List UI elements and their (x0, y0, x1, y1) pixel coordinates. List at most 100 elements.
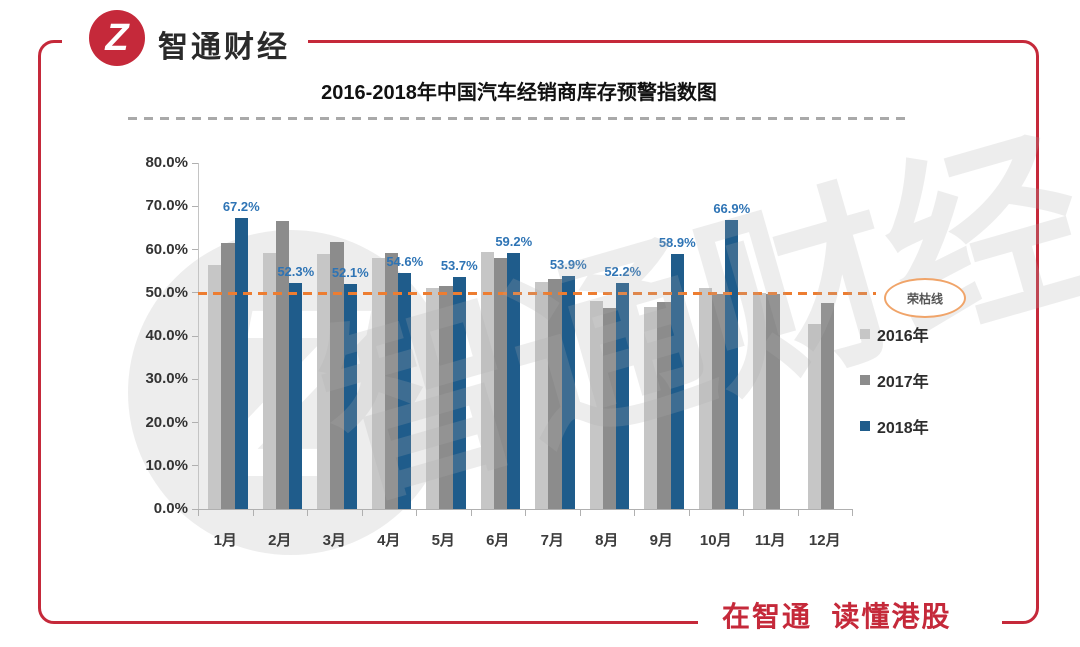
x-axis-category-label: 11月 (754, 532, 786, 549)
legend-swatch-2016 (860, 329, 870, 339)
x-axis-tick (634, 510, 635, 516)
chart-legend: 2016年 2017年 2018年 (860, 322, 929, 460)
y-axis-tick (192, 292, 198, 294)
x-axis-tick (416, 510, 417, 516)
y-axis (198, 163, 199, 510)
bar-2016-m11 (753, 292, 767, 509)
bar-2017-m4 (384, 252, 399, 509)
bar-2017-m3 (330, 241, 344, 509)
title-dashed-divider (128, 117, 910, 120)
frame-gap-behind-slogan (698, 604, 1002, 630)
boom-bust-line-label: 荣枯线 (906, 291, 943, 306)
x-axis-tick (797, 510, 799, 516)
bar-2017-m7 (548, 278, 562, 509)
bar-value-label-2018-m1: 67.2% (222, 199, 260, 215)
bar-2016-m12 (807, 323, 821, 509)
bar-value-label-2018-m4: 54.6% (386, 253, 424, 269)
y-axis-tick-label: 0.0% (153, 500, 188, 517)
x-axis-tick (470, 510, 472, 516)
y-axis-tick (192, 249, 198, 250)
logo-z-glyph: Z (105, 17, 129, 59)
brand-name: 智通财经 (158, 31, 290, 64)
y-axis-tick (192, 508, 198, 510)
x-axis-category-label: 8月 (595, 532, 619, 549)
bar-value-label-2018-m8: 52.2% (604, 264, 642, 280)
y-axis-tick-label: 50.0% (145, 283, 188, 301)
bar-2017-m9 (657, 302, 671, 509)
x-axis-tick (525, 510, 526, 516)
bar-2016-m8 (589, 300, 603, 509)
y-axis-tick (192, 378, 198, 380)
x-axis-tick (688, 510, 690, 516)
bar-value-label-2018-m5: 53.7% (440, 257, 478, 273)
zhitong-logo-icon: Z (89, 10, 145, 66)
x-axis-tick (198, 510, 199, 516)
bar-2016-m5 (426, 287, 440, 509)
y-axis-tick-label: 80.0% (145, 154, 188, 171)
legend-swatch-2018 (860, 421, 870, 431)
bar-2016-m10 (698, 287, 712, 509)
x-axis-tick (307, 510, 308, 516)
y-axis-tick (192, 162, 198, 164)
x-axis-tick (252, 510, 254, 516)
bar-2016-m9 (644, 306, 658, 509)
bar-value-label-2018-m6: 59.2% (495, 233, 533, 249)
x-axis-tick (361, 510, 363, 516)
bar-chart-plot-area: 0.0% 10.0% 20.0% 30.0% 40.0% 50.0% 60.0% 70.0% 8… (145, 154, 876, 549)
y-axis-tick-label: 40.0% (145, 327, 188, 344)
y-axis-tick (192, 335, 198, 337)
x-axis-category-label: 6月 (486, 532, 510, 549)
bar-2018-m9 (670, 254, 684, 509)
y-axis-tick-label: 20.0% (145, 413, 188, 431)
bar-2017-m6 (493, 257, 508, 509)
bar-2018-m4 (398, 272, 412, 509)
x-axis-category-label: 7月 (540, 532, 564, 549)
bar-value-label-2018-m9: 58.9% (658, 235, 696, 251)
chart-title: 2016-2018年中国汽车经销商库存预警指数图 (321, 82, 717, 104)
y-axis-tick-label: 70.0% (145, 197, 188, 215)
bar-2016-m4 (371, 258, 385, 509)
x-axis-tick (579, 510, 581, 516)
legend-item-2018: 2018年 (860, 414, 929, 438)
boom-bust-reference-line (198, 291, 876, 295)
bar-2018-m6 (507, 252, 521, 509)
bar-value-label-2018-m10: 66.9% (713, 200, 751, 216)
decorative-red-frame (38, 40, 1039, 624)
x-axis-category-label: 9月 (649, 532, 673, 549)
legend-swatch-2017 (860, 375, 870, 385)
bar-2018-m8 (616, 283, 630, 509)
bar-2016-m7 (535, 281, 549, 509)
x-axis (198, 509, 853, 510)
bar-2018-m10 (725, 219, 739, 509)
y-axis-tick-label: 10.0% (145, 456, 188, 474)
bar-2018-m2 (289, 282, 303, 509)
bar-2017-m8 (602, 308, 617, 509)
x-axis-tick (852, 510, 853, 516)
bar-2018-m3 (343, 283, 357, 509)
bar-value-label-2018-m3: 52.1% (331, 264, 369, 280)
bar-2018-m5 (452, 276, 466, 509)
x-axis-category-label: 10月 (699, 532, 732, 549)
x-axis-category-label: 3月 (322, 532, 346, 549)
legend-item-2016: 2016年 (860, 322, 929, 346)
boom-bust-line-callout: 荣枯线 (884, 278, 966, 318)
bar-2016-m1 (208, 264, 222, 509)
x-axis-category-label: 4月 (377, 532, 401, 549)
x-axis-tick (743, 510, 744, 516)
bar-2017-m1 (221, 243, 235, 509)
bar-2016-m3 (317, 254, 331, 509)
brand-slogan: 在智通 读懂港股 (722, 601, 952, 632)
legend-label-2018: 2018年 (877, 420, 929, 437)
x-axis-category-label: 2月 (268, 532, 292, 549)
legend-label-2016: 2016年 (877, 328, 929, 345)
x-axis-category-label: 1月 (213, 532, 237, 549)
legend-label-2017: 2017年 (877, 374, 929, 391)
bar-2017-m12 (820, 303, 835, 509)
bar-2016-m6 (480, 252, 494, 509)
bar-2017-m5 (439, 285, 453, 509)
bar-2017-m10 (711, 293, 726, 509)
x-axis-category-label: 5月 (431, 532, 455, 549)
y-axis-tick (192, 465, 198, 467)
bar-2018-m7 (561, 275, 575, 509)
